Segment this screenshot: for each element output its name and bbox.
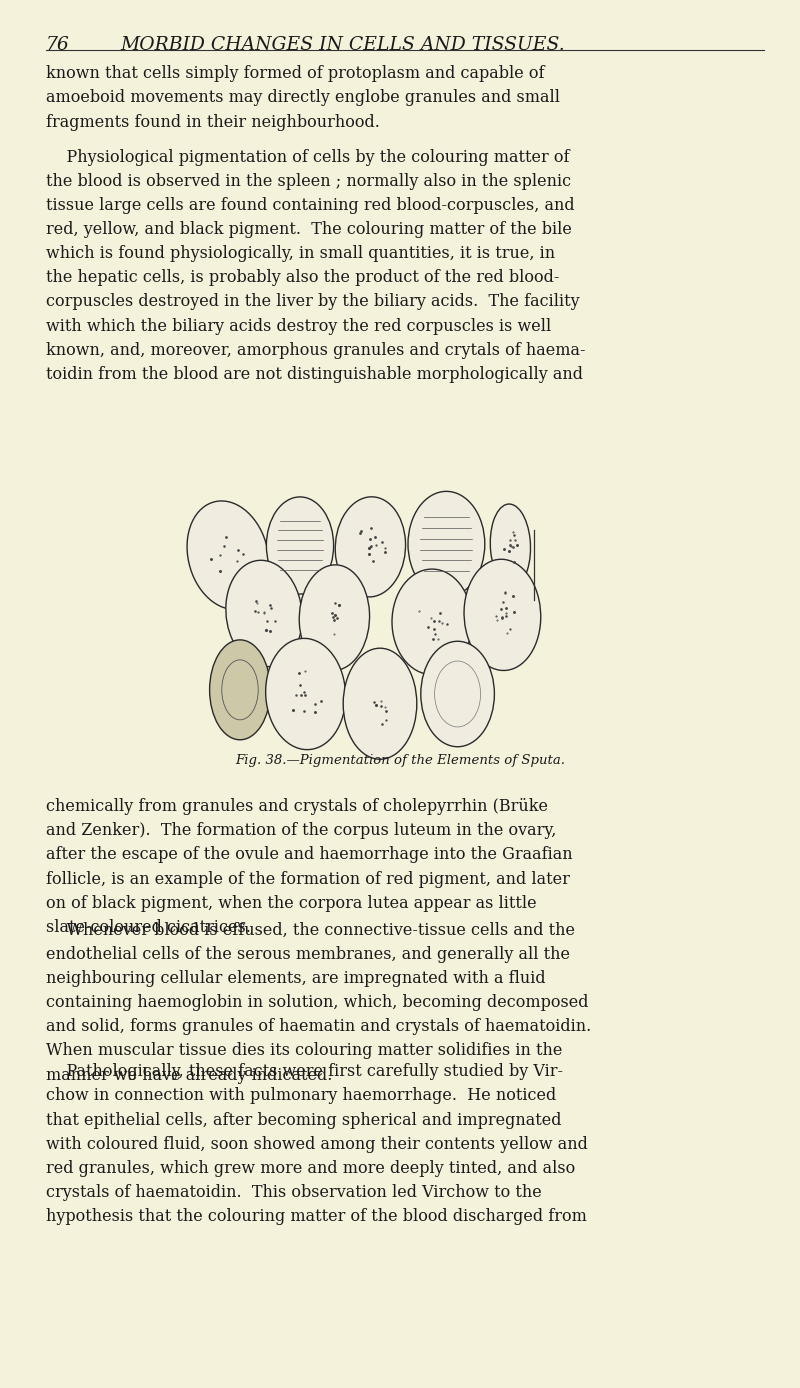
Ellipse shape <box>343 648 417 759</box>
Ellipse shape <box>464 559 541 670</box>
Text: MORBID CHANGES IN CELLS AND TISSUES.: MORBID CHANGES IN CELLS AND TISSUES. <box>120 36 565 54</box>
Text: chemically from granules and crystals of cholepyrrhin (Brüke
and Zenker).  The f: chemically from granules and crystals of… <box>46 798 572 936</box>
Text: known that cells simply formed of protoplasm and capable of
amoeboid movements m: known that cells simply formed of protop… <box>46 65 560 130</box>
Ellipse shape <box>421 641 494 747</box>
Text: Whenever blood is effused, the connective-tissue cells and the
endothelial cells: Whenever blood is effused, the connectiv… <box>46 922 591 1084</box>
Ellipse shape <box>210 640 270 740</box>
Text: Physiological pigmentation of cells by the colouring matter of
the blood is obse: Physiological pigmentation of cells by t… <box>46 149 585 383</box>
Ellipse shape <box>266 497 334 594</box>
Text: Pathologically, these facts were first carefully studied by Vir-
chow in connect: Pathologically, these facts were first c… <box>46 1063 587 1226</box>
Ellipse shape <box>392 569 472 675</box>
Ellipse shape <box>299 565 370 670</box>
Text: Fig. 38.—Pigmentation of the Elements of Sputa.: Fig. 38.—Pigmentation of the Elements of… <box>235 754 565 766</box>
Ellipse shape <box>490 504 530 587</box>
Text: 76: 76 <box>46 36 70 54</box>
Ellipse shape <box>335 497 406 597</box>
Ellipse shape <box>187 501 269 609</box>
Ellipse shape <box>408 491 485 597</box>
Ellipse shape <box>226 561 302 666</box>
Ellipse shape <box>266 638 346 750</box>
